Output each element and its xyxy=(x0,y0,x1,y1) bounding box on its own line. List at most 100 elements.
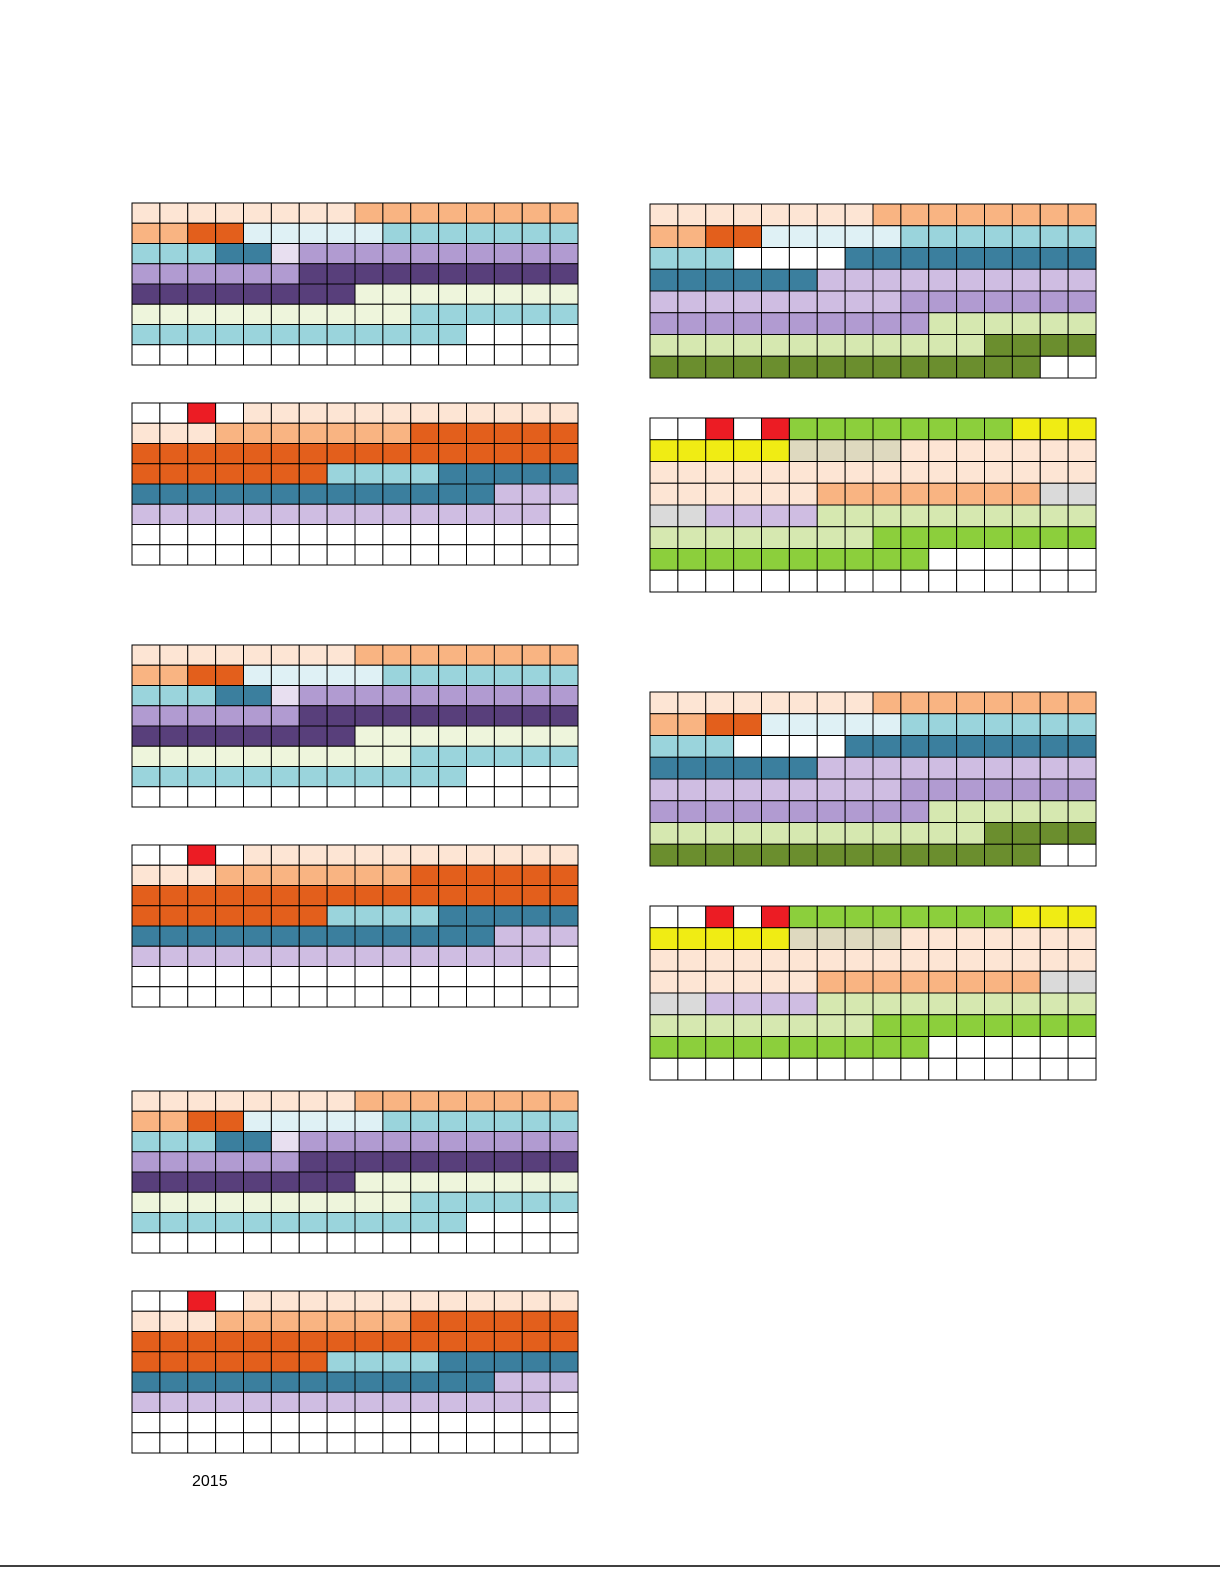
grid-cell xyxy=(816,225,846,248)
grid-cell xyxy=(326,844,356,866)
grid-cell xyxy=(131,1432,161,1454)
grid-cell xyxy=(1039,822,1069,845)
grid-cell xyxy=(761,268,790,292)
grid-cell xyxy=(549,1110,579,1132)
grid-cell xyxy=(215,1131,245,1153)
grid-cell xyxy=(215,344,245,366)
grid-cell xyxy=(844,482,874,506)
grid-cell xyxy=(928,439,958,462)
grid-cell xyxy=(816,526,846,549)
grid-cell xyxy=(159,1232,189,1254)
grid-cell xyxy=(984,225,1013,248)
grid-cell xyxy=(243,705,272,727)
grid-cell xyxy=(649,756,679,780)
grid-cell xyxy=(677,548,707,571)
grid-cell xyxy=(549,685,579,707)
grid-cell xyxy=(788,225,818,248)
grid-cell xyxy=(1011,461,1041,484)
grid-cell xyxy=(788,247,818,270)
grid-cell xyxy=(382,786,412,808)
grid-cell xyxy=(466,685,495,707)
grid-cell xyxy=(984,1036,1013,1059)
grid-cell xyxy=(733,713,763,736)
grid-cell xyxy=(872,905,902,929)
grid-cell xyxy=(131,1191,161,1213)
grid-cell xyxy=(705,778,735,802)
grid-cell xyxy=(984,756,1013,780)
grid-cell xyxy=(1039,247,1069,270)
grid-cell xyxy=(159,786,189,808)
grid-cell xyxy=(788,504,818,528)
grid-cell xyxy=(1039,843,1069,867)
grid-cell xyxy=(1011,312,1041,335)
grid-cell xyxy=(131,1412,161,1434)
grid-cell xyxy=(382,1412,412,1434)
grid-cell xyxy=(354,885,384,907)
grid-cell xyxy=(159,1310,189,1332)
grid-cell xyxy=(466,503,495,525)
grid-cell xyxy=(1067,203,1097,227)
grid-cell xyxy=(872,290,902,314)
grid-cell xyxy=(326,544,356,566)
grid-cell xyxy=(298,725,328,747)
grid-cell xyxy=(733,312,763,335)
grid-cell xyxy=(354,1232,384,1254)
grid-cell xyxy=(382,945,412,967)
grid-cell xyxy=(243,925,272,947)
grid-cell xyxy=(382,263,412,285)
grid-cell xyxy=(521,443,551,465)
grid-cell xyxy=(872,1036,902,1059)
grid-cell xyxy=(956,569,986,593)
grid-cell xyxy=(816,1014,846,1037)
grid-cell xyxy=(438,283,468,305)
grid-cell xyxy=(159,443,189,465)
grid-cell xyxy=(493,283,523,305)
grid-cell xyxy=(187,222,217,244)
grid-cell xyxy=(521,1232,551,1254)
grid-cell xyxy=(788,713,818,736)
grid-cell xyxy=(187,544,217,566)
grid-cell xyxy=(649,203,679,227)
grid-cell xyxy=(410,1131,440,1153)
grid-cell xyxy=(549,885,579,907)
grid-cell xyxy=(761,439,790,462)
grid-cell xyxy=(956,203,986,227)
grid-cell xyxy=(900,504,930,528)
grid-cell xyxy=(493,885,523,907)
grid-cell xyxy=(298,685,328,707)
grid-cell xyxy=(298,1212,328,1234)
grid-cell xyxy=(215,1290,245,1312)
grid-cell xyxy=(549,222,579,244)
grid-cell xyxy=(270,422,300,444)
grid-cell xyxy=(159,1331,189,1353)
grid-cell xyxy=(872,822,902,845)
grid-cell xyxy=(549,402,579,424)
grid-cell xyxy=(382,1290,412,1312)
grid-cell xyxy=(215,1171,245,1193)
grid-cell xyxy=(243,243,272,265)
grid-cell xyxy=(1067,417,1097,441)
grid-cell xyxy=(493,1371,523,1393)
grid-cell xyxy=(410,402,440,424)
grid-cell xyxy=(872,800,902,823)
grid-cell xyxy=(215,864,245,886)
grid-cell xyxy=(928,843,958,867)
grid-cell xyxy=(984,482,1013,506)
grid-cell xyxy=(872,569,902,593)
grid-cell xyxy=(872,225,902,248)
grid-cell xyxy=(215,202,245,224)
grid-cell xyxy=(1039,713,1069,736)
grid-cell xyxy=(466,1191,495,1213)
grid-cell xyxy=(382,966,412,988)
grid-cell xyxy=(1039,778,1069,802)
grid-cell xyxy=(1039,355,1069,379)
grid-cell xyxy=(928,927,958,950)
grid-cell xyxy=(215,664,245,686)
grid-cell xyxy=(466,263,495,285)
grid-cell xyxy=(382,745,412,767)
grid-cell xyxy=(900,778,930,802)
grid-cell xyxy=(705,1014,735,1037)
grid-cell xyxy=(215,705,245,727)
grid-cell xyxy=(270,905,300,927)
grid-cell xyxy=(298,644,328,666)
